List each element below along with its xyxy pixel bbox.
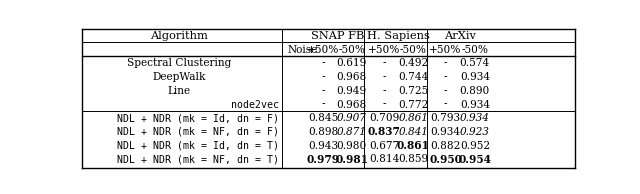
Text: NDL + NDR (mk = Id, dn = F): NDL + NDR (mk = Id, dn = F) <box>117 113 280 123</box>
Text: -: - <box>382 86 386 96</box>
Text: 0.709: 0.709 <box>369 113 399 123</box>
Text: -: - <box>444 58 447 68</box>
Text: 0.841: 0.841 <box>398 127 428 137</box>
Text: NDL + NDR (mk = NF, dn = F): NDL + NDR (mk = NF, dn = F) <box>117 127 280 137</box>
Text: -: - <box>382 58 386 68</box>
Text: Algorithm: Algorithm <box>150 31 208 41</box>
Text: -: - <box>321 86 324 96</box>
Text: DeepWalk: DeepWalk <box>152 72 206 82</box>
Text: 0.943: 0.943 <box>308 141 338 151</box>
Text: NDL + NDR (mk = Id, dn = T): NDL + NDR (mk = Id, dn = T) <box>117 141 280 151</box>
Text: 0.882: 0.882 <box>430 141 461 151</box>
Text: NDL + NDR (mk = NF, dn = T): NDL + NDR (mk = NF, dn = T) <box>117 154 280 164</box>
Text: SNAP FB: SNAP FB <box>311 31 364 41</box>
Text: 0.837: 0.837 <box>367 126 401 137</box>
Text: 0.574: 0.574 <box>460 58 490 68</box>
Text: -50%: -50% <box>339 45 365 55</box>
Text: -50%: -50% <box>400 45 427 55</box>
Text: 0.934: 0.934 <box>460 113 490 123</box>
Text: 0.950: 0.950 <box>429 154 462 165</box>
Text: -: - <box>321 100 324 109</box>
Text: ArXiv: ArXiv <box>445 31 476 41</box>
Text: -: - <box>444 86 447 96</box>
Text: 0.871: 0.871 <box>337 127 367 137</box>
Text: 0.744: 0.744 <box>398 72 429 82</box>
Text: 0.725: 0.725 <box>398 86 428 96</box>
Text: 0.859: 0.859 <box>398 154 428 164</box>
Text: -: - <box>321 72 324 82</box>
Text: Noise: Noise <box>287 45 317 55</box>
Text: -: - <box>321 58 324 68</box>
Text: 0.793: 0.793 <box>431 113 461 123</box>
Text: 0.861: 0.861 <box>397 140 430 151</box>
Text: 0.934: 0.934 <box>431 127 461 137</box>
Text: node2vec: node2vec <box>232 100 280 109</box>
Text: -: - <box>382 72 386 82</box>
Text: 0.890: 0.890 <box>460 86 490 96</box>
Text: 0.861: 0.861 <box>398 113 428 123</box>
Text: 0.772: 0.772 <box>398 100 429 109</box>
Text: 0.949: 0.949 <box>337 86 367 96</box>
Text: +50%: +50% <box>429 45 461 55</box>
Text: 0.923: 0.923 <box>460 127 490 137</box>
Text: 0.954: 0.954 <box>458 154 492 165</box>
Text: H. Sapiens: H. Sapiens <box>367 31 430 41</box>
Text: 0.934: 0.934 <box>460 100 490 109</box>
Text: 0.907: 0.907 <box>337 113 367 123</box>
Text: 0.898: 0.898 <box>308 127 338 137</box>
Text: -: - <box>444 100 447 109</box>
Text: 0.619: 0.619 <box>337 58 367 68</box>
Text: 0.968: 0.968 <box>337 100 367 109</box>
Text: 0.952: 0.952 <box>460 141 490 151</box>
Text: 0.814: 0.814 <box>369 154 399 164</box>
Text: 0.981: 0.981 <box>335 154 368 165</box>
Text: 0.492: 0.492 <box>398 58 428 68</box>
Text: Line: Line <box>168 86 191 96</box>
Text: 0.968: 0.968 <box>337 72 367 82</box>
Text: 0.979: 0.979 <box>307 154 340 165</box>
Text: -: - <box>382 100 386 109</box>
Text: -50%: -50% <box>461 45 488 55</box>
Text: +50%: +50% <box>307 45 339 55</box>
Text: Spectral Clustering: Spectral Clustering <box>127 58 232 68</box>
Text: 0.845: 0.845 <box>308 113 338 123</box>
Text: 0.934: 0.934 <box>460 72 490 82</box>
Text: +50%: +50% <box>368 45 400 55</box>
Text: 0.677: 0.677 <box>369 141 399 151</box>
Text: -: - <box>444 72 447 82</box>
Text: 0.980: 0.980 <box>337 141 367 151</box>
